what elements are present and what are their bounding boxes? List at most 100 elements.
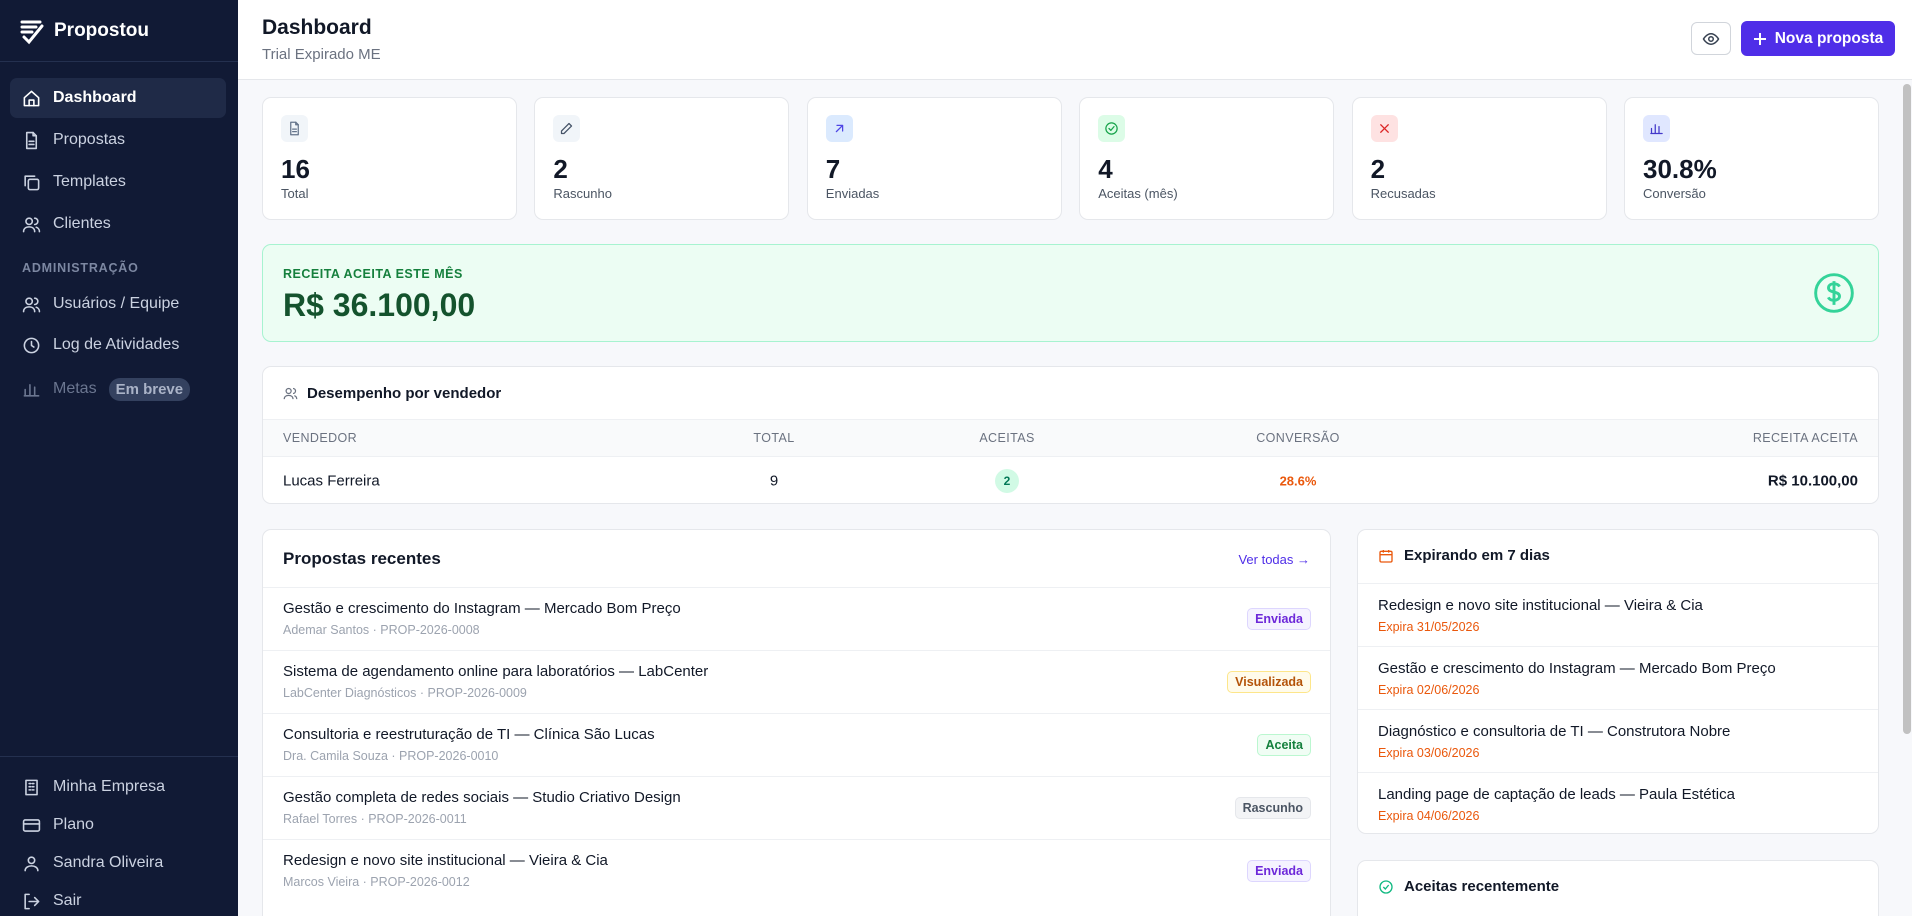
icon — [24, 174, 40, 190]
revenue-label: RECEITA ACEITA ESTE MÊS — [283, 267, 463, 281]
icon — [24, 855, 39, 871]
proposal-item[interactable]: Gestão completa de redes sociais — Studi… — [263, 776, 1330, 839]
performance-card: Desempenho por vendedor VENDEDOR TOTAL ACE… — [262, 366, 1879, 504]
brand[interactable]: Propostou — [18, 14, 149, 48]
stat-card: 16 Total — [262, 97, 517, 220]
expiring-item[interactable]: Landing page de captação de leads — Paul… — [1358, 772, 1878, 835]
expiring-title: Landing page de captação de leads — Paul… — [1378, 786, 1735, 803]
nav-item[interactable]: Log de Atividades — [10, 325, 226, 365]
title-text: Desempenho por vendedor — [307, 385, 502, 402]
proposal-title: Gestão completa de redes sociais — Studi… — [283, 789, 681, 806]
icon — [22, 296, 41, 312]
table-row[interactable]: Lucas Ferreira 9 2 28.6% R$ 10.100,00 — [263, 457, 1878, 504]
revenue-card: RECEITA ACEITA ESTE MÊS R$ 36.100,00 — [262, 244, 1879, 342]
column-header: VENDEDOR — [283, 431, 358, 445]
icon — [1105, 122, 1118, 135]
table-header: VENDEDOR TOTAL ACEITAS CONVERSÃO RECEITA ACE… — [263, 419, 1878, 457]
brand-logo — [20, 20, 44, 45]
stat-card: 4 Aceitas (mês) — [1079, 97, 1335, 220]
title-text: Aceitas recentemente — [1404, 878, 1560, 895]
expiring-item[interactable]: Gestão e crescimento do Instagram — Merc… — [1358, 646, 1878, 709]
page-title: Dashboard — [262, 16, 372, 39]
recent-card: Propostas recentes Ver todas → Gestão e … — [262, 529, 1331, 916]
icon — [22, 818, 41, 832]
stat-label: Recusadas — [1370, 186, 1436, 201]
header: Dashboard Trial Expirado ME Nova propost… — [238, 0, 1912, 80]
nav-label: Dashboard — [53, 89, 137, 106]
stat-card: 2 Rascunho — [534, 97, 790, 220]
nav-label: Clientes — [53, 215, 111, 232]
proposal-item[interactable]: Gestão e crescimento do Instagram — Merc… — [263, 587, 1330, 650]
icon — [1379, 124, 1389, 133]
nav-item[interactable]: Sandra Oliveira — [10, 843, 226, 883]
brand-name: Propostou — [54, 20, 149, 41]
nav-label: Templates — [53, 173, 126, 190]
nav-item[interactable]: Minha Empresa — [10, 767, 226, 807]
expiring-item[interactable]: Diagnóstico e consultoria de TI — Constr… — [1358, 709, 1878, 772]
stat-icon — [1098, 115, 1126, 142]
proposal-title: Redesign e novo site institucional — Vie… — [283, 852, 608, 869]
see-all-link[interactable]: Ver todas → — [1238, 552, 1310, 567]
table-cell: 9 — [769, 472, 779, 489]
proposal-item[interactable]: Sistema de agendamento online para labor… — [263, 650, 1330, 713]
stat-card: 2 Recusadas — [1351, 97, 1607, 220]
expiring-date: Expira 04/06/2026 — [1378, 809, 1480, 823]
nav-label: Log de Atividades — [53, 336, 180, 353]
proposal-item[interactable]: Consultoria e reestruturação de TI — Clí… — [263, 713, 1330, 776]
nav-item[interactable]: Dashboard — [10, 78, 226, 118]
expiring-date: Expira 31/05/2026 — [1378, 620, 1480, 634]
nav-item[interactable]: Propostas — [10, 120, 226, 160]
proposal-item[interactable]: Redesign e novo site institucional — Vie… — [263, 839, 1330, 902]
status-badge: Enviada — [1247, 608, 1311, 630]
icon — [290, 121, 299, 136]
proposal-meta: Ademar Santos · PROP-2026-0008 — [283, 623, 480, 637]
status-badge: Enviada — [1247, 860, 1311, 882]
nav-item[interactable]: Sair — [10, 881, 226, 916]
expiring-date: Expira 02/06/2026 — [1378, 683, 1480, 697]
accepted-card: Aceitas recentemente — [1357, 860, 1879, 916]
stat-card: 7 Enviadas — [806, 97, 1062, 220]
stat-value: 2 — [553, 154, 568, 184]
nav-item[interactable]: Metas Em breve — [10, 369, 226, 409]
nav-label: Sair — [53, 892, 82, 909]
stat-icon — [553, 115, 581, 142]
stat-label: Aceitas (mês) — [1098, 186, 1178, 201]
nav-item[interactable]: Clientes — [10, 204, 226, 244]
nav-item[interactable]: Usuários / Equipe — [10, 284, 226, 324]
stat-icon — [1643, 115, 1670, 142]
stat-value: 7 — [825, 154, 841, 184]
icon — [22, 216, 41, 232]
icon — [25, 779, 38, 795]
nav-label: Propostas — [53, 131, 126, 148]
icon — [561, 122, 573, 135]
card-title: Aceitas recentemente — [1378, 878, 1559, 895]
stat-value: 16 — [281, 154, 310, 184]
stat-card: 30.8% Conversão — [1624, 97, 1879, 220]
proposal-meta: Dra. Camila Souza · PROP-2026-0010 — [283, 749, 499, 763]
icon — [23, 337, 40, 353]
proposal-meta: Rafael Torres · PROP-2026-0011 — [283, 812, 467, 826]
column-header: TOTAL — [753, 431, 795, 445]
stat-label: Enviadas — [825, 186, 880, 201]
stat-value: 4 — [1098, 154, 1113, 184]
revenue-icon — [1814, 273, 1854, 313]
nav-item[interactable]: Plano — [10, 805, 226, 845]
expiring-title: Diagnóstico e consultoria de TI — Constr… — [1378, 723, 1731, 740]
new-proposal-button[interactable]: Nova proposta — [1741, 21, 1895, 56]
expiring-title: Redesign e novo site institucional — Vie… — [1378, 597, 1703, 614]
icon — [25, 131, 38, 149]
accepted-pill: 2 — [995, 468, 1019, 493]
sidebar: Propostou ADMINISTRAÇÃO Dashboard Propost… — [0, 0, 238, 916]
preview-button[interactable] — [1691, 22, 1731, 55]
nav-label: Usuários / Equipe — [53, 295, 180, 312]
nav-item[interactable]: Templates — [10, 162, 226, 202]
scrollbar[interactable] — [1903, 84, 1911, 734]
table-cell: 2 — [995, 468, 1019, 493]
page-subtitle: Trial Expirado ME — [262, 46, 381, 63]
nav-label: Sandra Oliveira — [53, 854, 164, 871]
icon — [23, 90, 40, 106]
status-badge: Aceita — [1257, 734, 1311, 756]
expiring-item[interactable]: Redesign e novo site institucional — Vie… — [1358, 583, 1878, 646]
